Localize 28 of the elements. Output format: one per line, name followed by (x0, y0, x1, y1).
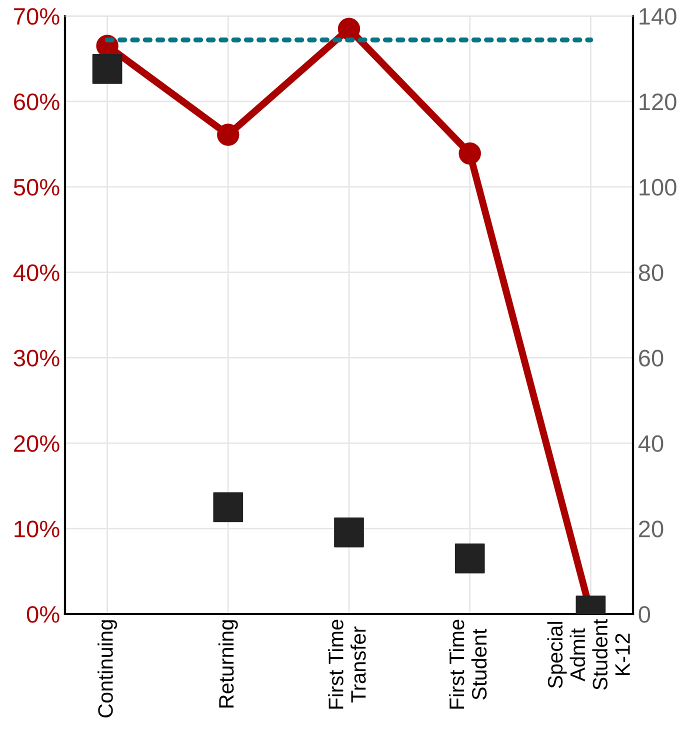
y2-tick-label: 80 (638, 264, 664, 282)
point (454, 544, 485, 574)
x-tick-label: Continuing (98, 620, 118, 718)
point (217, 124, 240, 146)
y2-tick-label: 100 (640, 178, 676, 196)
y-tick-label: 30% (14, 350, 60, 366)
y-tick-label: 50% (14, 178, 60, 196)
y2-tick-label: 20 (639, 520, 664, 538)
point (213, 492, 244, 522)
point (338, 18, 360, 40)
y-tick-label: 40% (13, 264, 60, 282)
x-tick-label: Returning (218, 620, 238, 708)
x-tick-label: First Time Transfer (328, 620, 366, 709)
point (92, 54, 122, 84)
point (334, 517, 364, 548)
x-tick-label: First Time Student (448, 620, 487, 709)
y-tick-label: 20% (14, 435, 60, 452)
y-tick-label: 70% (14, 8, 60, 25)
y-tick-label: 10% (14, 520, 60, 538)
y-tick-label: 60% (14, 93, 60, 110)
y-tick-label: 0% (26, 606, 60, 623)
y2-tick-label: 120 (640, 93, 676, 110)
x-tick-label: Special Admit Student K-12 (547, 619, 630, 690)
point (458, 142, 481, 165)
y2-tick-label: 40 (638, 435, 664, 452)
y2-tick-label: 0 (638, 606, 650, 623)
y2-tick-label: 60 (639, 350, 664, 366)
y2-tick-label: 140 (640, 8, 676, 25)
